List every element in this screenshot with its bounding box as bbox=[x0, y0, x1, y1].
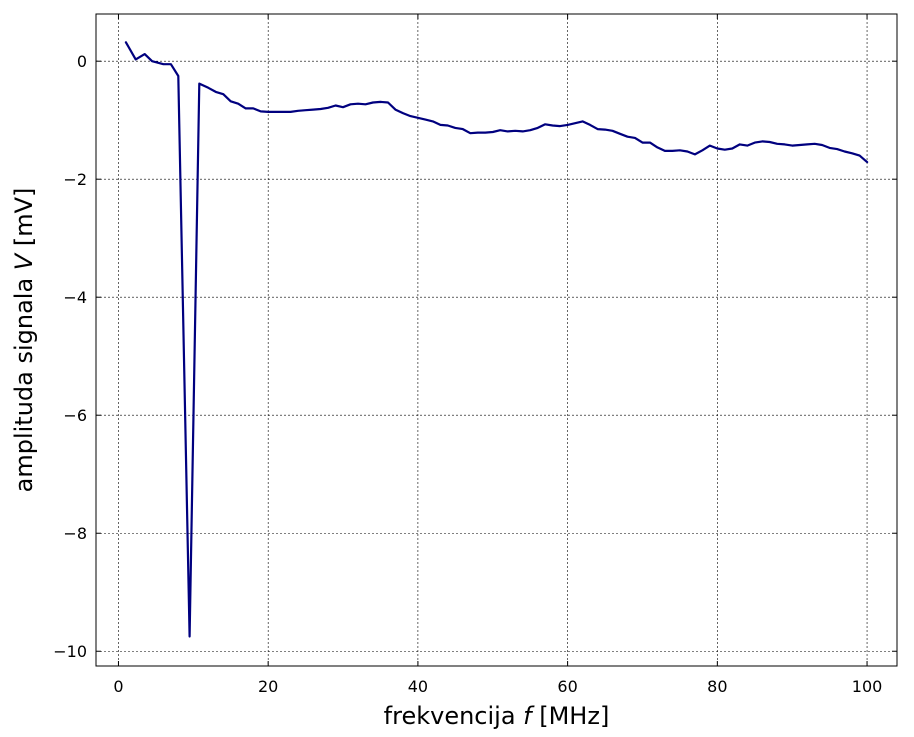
series-line bbox=[124, 41, 869, 638]
x-tick-label: 40 bbox=[408, 677, 428, 696]
x-tick-label: 60 bbox=[557, 677, 577, 696]
y-tick-label: −2 bbox=[63, 170, 87, 189]
axis-ticks bbox=[96, 14, 897, 666]
y-axis-title: amplituda signala V [mV] bbox=[10, 188, 38, 493]
y-tick-label: −8 bbox=[63, 524, 87, 543]
series-layer bbox=[124, 41, 869, 638]
x-tick-label: 20 bbox=[258, 677, 278, 696]
x-tick-label: 0 bbox=[113, 677, 123, 696]
x-tick-label: 80 bbox=[707, 677, 727, 696]
y-tick-label: −6 bbox=[63, 406, 87, 425]
x-axis-title-text: frekvencija bbox=[384, 702, 524, 730]
y-axis-title-text: amplituda signala bbox=[10, 270, 38, 492]
y-tick-label: 0 bbox=[77, 52, 87, 71]
y-tick-label: −10 bbox=[53, 642, 87, 661]
plot-frame bbox=[95, 13, 898, 667]
tick-labels: 0 20 40 60 80 100 0 −2 −4 −6 −8 −10 bbox=[53, 52, 882, 696]
x-axis-title-unit: [MHz] bbox=[532, 702, 610, 730]
y-axis-title-unit: [mV] bbox=[10, 188, 38, 254]
y-axis-title-variable: V bbox=[10, 252, 38, 270]
x-tick-label: 100 bbox=[852, 677, 883, 696]
x-axis-title: frekvencija f [MHz] bbox=[384, 702, 610, 730]
grid-lines bbox=[96, 14, 897, 666]
y-tick-label: −4 bbox=[63, 288, 87, 307]
